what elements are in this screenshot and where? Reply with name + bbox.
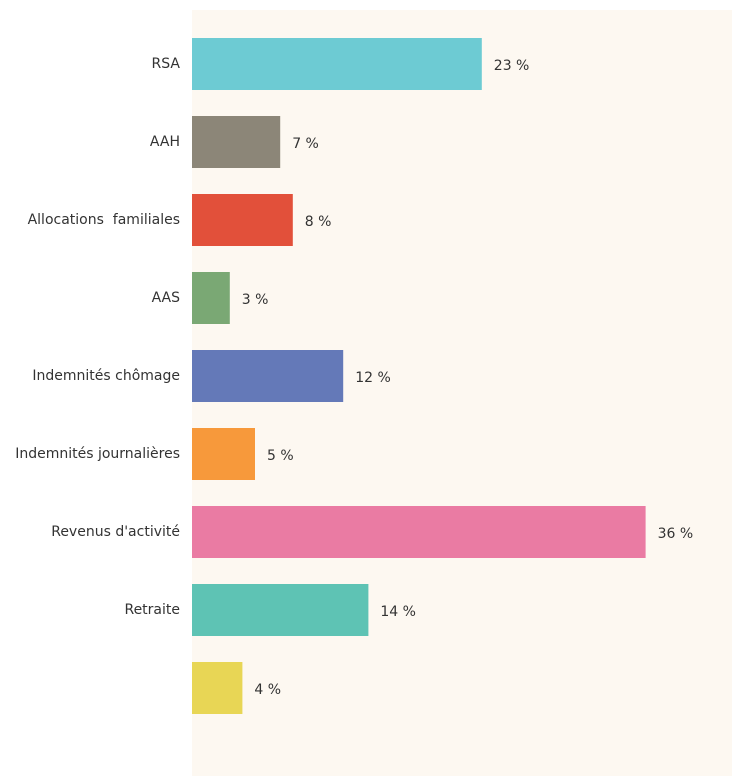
bar bbox=[192, 428, 255, 480]
category-label: Revenus d'activité bbox=[51, 524, 180, 540]
bar bbox=[192, 350, 344, 402]
bar bbox=[192, 116, 281, 168]
value-label: 3 % bbox=[242, 292, 269, 308]
value-label: 8 % bbox=[305, 214, 332, 230]
bar bbox=[192, 272, 230, 324]
bar bbox=[192, 584, 369, 636]
value-label: 7 % bbox=[292, 136, 319, 152]
value-label: 5 % bbox=[267, 448, 294, 464]
category-label: Indemnités chômage bbox=[32, 368, 180, 384]
bar bbox=[192, 38, 482, 90]
category-label: AAS bbox=[152, 290, 181, 306]
value-label: 4 % bbox=[254, 682, 281, 698]
bar bbox=[192, 194, 293, 246]
category-label: Retraite bbox=[124, 602, 180, 618]
bar bbox=[192, 662, 243, 714]
category-label: Indemnités journalières bbox=[15, 446, 180, 462]
category-label: AAH bbox=[150, 134, 180, 150]
category-label: RSA bbox=[152, 56, 181, 72]
value-label: 14 % bbox=[380, 604, 416, 620]
value-label: 12 % bbox=[355, 370, 391, 386]
value-label: 36 % bbox=[658, 526, 694, 542]
category-label: Allocations familiales bbox=[28, 212, 180, 228]
value-label: 23 % bbox=[494, 58, 530, 74]
bar bbox=[192, 506, 646, 558]
